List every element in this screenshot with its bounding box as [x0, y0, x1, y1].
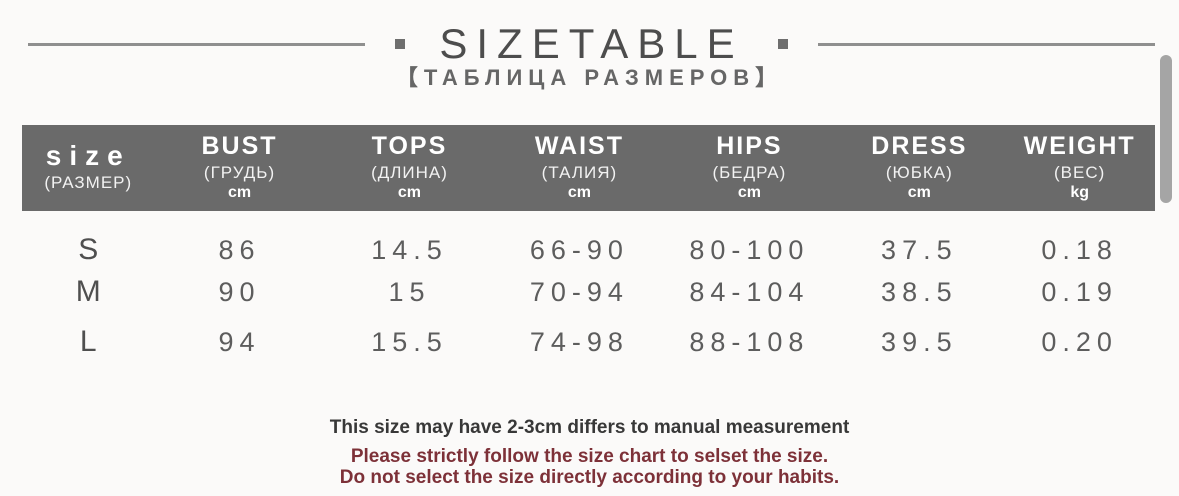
col-label-en: size [45, 139, 131, 171]
cell-waist: 70-94 [529, 276, 629, 307]
col-header-waist: WAIST (ТАЛИЯ) cm [494, 125, 664, 211]
col-label-en: WEIGHT [1023, 132, 1136, 160]
col-label-unit: kg [1070, 184, 1089, 201]
col-label-ru: (ВЕС) [1054, 163, 1106, 182]
col-label-ru: (ДЛИНА) [371, 163, 448, 182]
page-subtitle: 【ТАБЛИЦА РАЗМЕРОВ】 [395, 65, 784, 90]
scrollbar-thumb[interactable] [1160, 55, 1172, 203]
cell-size: S [78, 233, 99, 266]
table-row: S 86 14.5 66-90 80-100 37.5 0.18 [22, 211, 1155, 267]
col-header-hips: HIPS (БЕДРА) cm [664, 125, 834, 211]
col-label-en: BUST [201, 132, 278, 160]
table-header-row: size (РАЗМЕР) BUST (ГРУДЬ) cm TOPS (ДЛИН… [22, 125, 1155, 211]
cell-dress: 38.5 [881, 276, 958, 307]
cell-bust: 94 [218, 326, 261, 357]
cell-hips: 84-104 [689, 276, 810, 307]
col-label-en: TOPS [371, 132, 448, 160]
table-row: M 90 15 70-94 84-104 38.5 0.19 [22, 267, 1155, 317]
note-follow-chart: Please strictly follow the size chart to… [350, 446, 829, 467]
cell-hips: 88-108 [689, 326, 810, 357]
title-dot-right [777, 39, 788, 49]
col-label-ru: (РАЗМЕР) [44, 172, 133, 192]
col-label-unit: cm [397, 184, 422, 201]
cell-dress: 37.5 [881, 234, 958, 265]
cell-bust: 90 [218, 276, 261, 307]
cell-hips: 80-100 [689, 234, 810, 265]
col-header-weight: WEIGHT (ВЕС) kg [1004, 125, 1155, 211]
cell-size: L [79, 325, 97, 358]
col-label-en: DRESS [871, 132, 968, 160]
title-rule-left [28, 42, 366, 46]
table-row: L 94 15.5 74-98 88-108 39.5 0.20 [22, 317, 1155, 367]
col-label-ru: (ЮБКА) [885, 163, 953, 182]
col-label-en: HIPS [716, 132, 783, 160]
col-label-ru: (ТАЛИЯ) [541, 163, 618, 182]
cell-weight: 0.20 [1041, 326, 1118, 357]
cell-tops: 15.5 [371, 326, 448, 357]
cell-tops: 14.5 [371, 234, 448, 265]
title-row: SIZETABLE [0, 14, 1179, 74]
col-header-size: size (РАЗМЕР) [22, 125, 155, 211]
note-habits: Do not select the size directly accordin… [339, 467, 840, 488]
cell-dress: 39.5 [881, 326, 958, 357]
cell-weight: 0.18 [1041, 234, 1118, 265]
col-label-en: WAIST [534, 132, 625, 160]
col-label-ru: (БЕДРА) [712, 163, 787, 182]
cell-bust: 86 [218, 234, 261, 265]
cell-size: M [75, 275, 101, 308]
page-title: SIZETABLE [439, 20, 744, 67]
cell-waist: 66-90 [529, 234, 629, 265]
notes-section: This size may have 2-3cm differs to manu… [0, 417, 1179, 488]
title-rule-right [817, 42, 1156, 46]
cell-weight: 0.19 [1041, 276, 1118, 307]
col-header-bust: BUST (ГРУДЬ) cm [155, 125, 325, 211]
col-header-dress: DRESS (ЮБКА) cm [834, 125, 1004, 211]
col-label-unit: cm [567, 184, 591, 201]
col-label-unit: cm [907, 184, 931, 201]
cell-waist: 74-98 [529, 326, 629, 357]
note-measurement: This size may have 2-3cm differs to manu… [329, 417, 850, 438]
col-header-tops: TOPS (ДЛИНА) cm [325, 125, 495, 211]
title-dot-left [395, 39, 406, 49]
size-table: size (РАЗМЕР) BUST (ГРУДЬ) cm TOPS (ДЛИН… [22, 125, 1155, 367]
col-label-ru: (ГРУДЬ) [203, 163, 276, 182]
col-label-unit: cm [227, 184, 252, 201]
cell-tops: 15 [388, 276, 431, 307]
col-label-unit: cm [737, 184, 761, 201]
